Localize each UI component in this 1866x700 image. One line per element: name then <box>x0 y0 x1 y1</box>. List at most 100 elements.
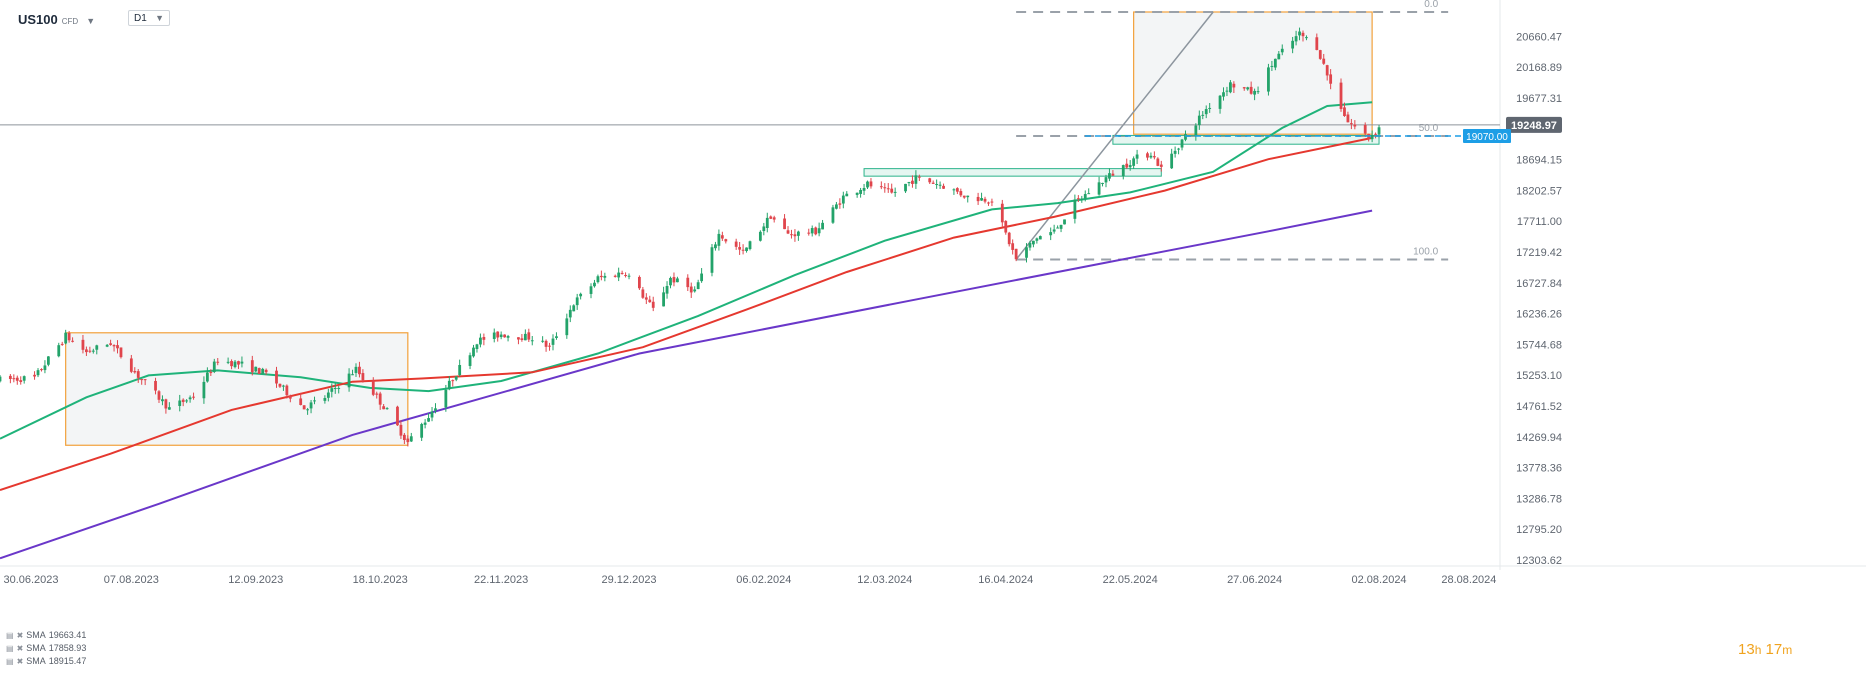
candle-body <box>613 275 617 277</box>
candle-body <box>81 339 85 350</box>
candle-body <box>817 228 821 234</box>
candle-body <box>1301 32 1305 37</box>
candle-body <box>230 361 233 367</box>
candle-body <box>88 350 92 352</box>
candle-body <box>444 389 448 408</box>
candle-body <box>786 230 790 234</box>
candle-body <box>983 198 987 202</box>
candle-body <box>648 299 652 303</box>
candle-body <box>181 399 185 403</box>
chevron-down-icon[interactable]: ▼ <box>86 15 96 26</box>
legend-label: SMA <box>26 630 46 640</box>
candle-body <box>1249 86 1253 94</box>
candle-body <box>527 332 531 340</box>
candle-body <box>579 293 583 297</box>
candle-body <box>36 370 40 376</box>
candle-body <box>1101 182 1104 184</box>
candle-body <box>1294 36 1298 42</box>
chevron-down-icon[interactable]: ▼ <box>155 13 164 23</box>
candle-body <box>313 400 316 402</box>
candle-body <box>1014 248 1018 260</box>
candle-body <box>399 424 403 436</box>
candle-body <box>1232 83 1236 88</box>
candle-body <box>136 371 140 378</box>
symbol-type: CFD <box>61 16 79 26</box>
candle-body <box>541 340 545 342</box>
symbol-selector[interactable]: US100 CFD ▼ <box>18 12 95 27</box>
candle-body <box>157 391 161 400</box>
candle-body <box>617 272 621 278</box>
close-icon[interactable]: ✖ <box>16 631 24 640</box>
candle-body <box>237 361 240 365</box>
candle-body <box>240 361 244 364</box>
legend-value: 19663.41 <box>48 630 87 640</box>
sma-line-green <box>0 101 1373 440</box>
range-rectangle <box>65 332 409 446</box>
settings-icon[interactable]: ▤ <box>6 631 14 640</box>
candle-body <box>109 343 112 345</box>
candle-body <box>845 193 849 197</box>
candle-body <box>821 222 824 230</box>
candle-body <box>565 318 569 336</box>
candle-body <box>67 333 71 341</box>
candle-body <box>299 398 303 405</box>
candle-body <box>8 375 12 379</box>
x-tick-label: 28.08.2024 <box>1441 574 1496 586</box>
fib-level-label: 0.0 <box>1424 0 1438 10</box>
candle-body <box>893 191 897 193</box>
candle-body <box>907 182 911 184</box>
candle-body <box>140 379 144 381</box>
candle-body <box>278 383 282 387</box>
settings-icon[interactable]: ▤ <box>6 644 14 653</box>
timeframe-selector[interactable]: D1 ▼ <box>128 10 170 26</box>
candle-body <box>1125 163 1129 168</box>
candle-body <box>468 355 472 366</box>
candle-body <box>482 337 486 340</box>
candle-body <box>1035 238 1039 241</box>
y-tick-label: 12795.20 <box>1516 524 1562 536</box>
candle-body <box>164 399 168 409</box>
candle-body <box>1204 109 1208 115</box>
candle-body <box>1011 243 1015 250</box>
candle-body <box>1180 139 1184 148</box>
current-price-tag <box>1506 116 1562 133</box>
x-tick-label: 18.10.2023 <box>353 574 408 586</box>
candle-body <box>347 373 351 388</box>
candle-body <box>406 438 410 443</box>
candle-body <box>19 380 23 383</box>
candle-body <box>931 182 935 184</box>
candle-body <box>917 176 921 178</box>
candle-body <box>696 282 700 290</box>
candle-body <box>143 379 147 381</box>
close-icon[interactable]: ✖ <box>16 657 24 666</box>
candle-body <box>1218 95 1222 109</box>
candle-body <box>261 368 265 374</box>
chart-toolbar: US100 CFD ▼ <box>18 8 95 30</box>
legend-item: ▤ ✖ SMA 18915.47 <box>6 655 86 668</box>
fib-level-label: 100.0 <box>1413 246 1438 257</box>
symbol-name: US100 <box>18 11 58 27</box>
y-tick-label: 17219.42 <box>1516 247 1562 259</box>
candle-body <box>928 178 932 183</box>
settings-icon[interactable]: ▤ <box>6 657 14 666</box>
candle-body <box>257 368 261 374</box>
candle-body <box>306 409 310 411</box>
candle-body <box>741 249 745 251</box>
candle-body <box>95 345 99 350</box>
candle-body <box>1073 199 1077 219</box>
candle-body <box>112 345 116 347</box>
candle-body <box>523 333 527 341</box>
candle-body <box>520 338 524 340</box>
candle-body <box>976 196 980 202</box>
candle-body <box>1256 91 1260 93</box>
candle-body <box>1339 82 1343 109</box>
candle-body <box>1246 87 1250 90</box>
candle-body <box>980 198 983 201</box>
level-price-tag <box>1463 129 1511 144</box>
close-icon[interactable]: ✖ <box>16 644 24 653</box>
candle-body <box>1343 107 1346 116</box>
candle-body <box>841 195 845 204</box>
candle-body <box>1028 242 1032 248</box>
